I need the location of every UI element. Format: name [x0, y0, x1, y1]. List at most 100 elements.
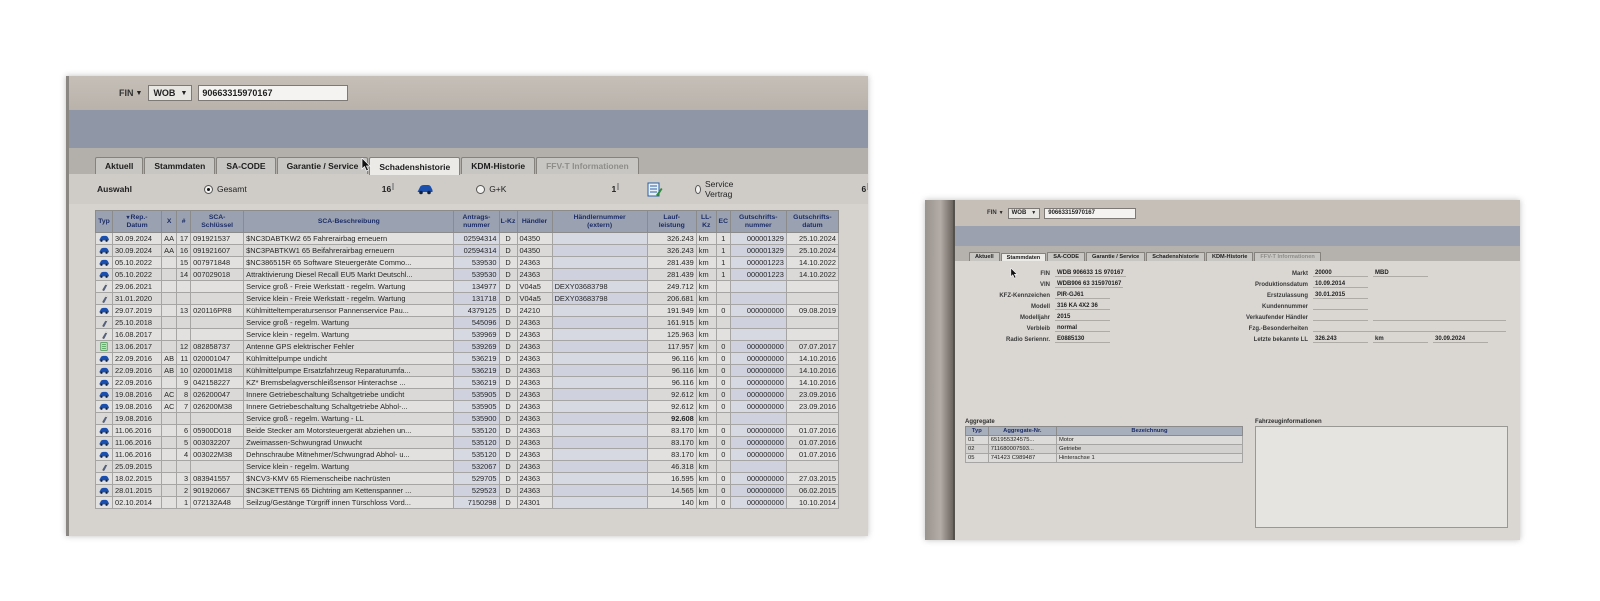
tab-garantie-service[interactable]: Garantie / Service [276, 157, 369, 174]
field-value[interactable]: E0885130 [1055, 336, 1110, 343]
field-value[interactable] [1373, 314, 1506, 321]
cell-antrags-nummer: 529705 [453, 472, 500, 485]
cell-gutschrifts-datum: 10.10.2014 [785, 496, 840, 509]
fin-input[interactable]: 90663315970167 [198, 85, 349, 101]
table-row[interactable]: 13.06.2017 12 082858737 Antenne GPS elektri… [94, 340, 840, 353]
column-header-h-ndler[interactable]: Händler [516, 210, 553, 233]
cell-l-kz: D [498, 280, 518, 293]
column-header-ec[interactable]: EC [715, 210, 731, 233]
tab-aktuell[interactable]: Aktuell [969, 252, 1000, 261]
typ-cell [94, 400, 114, 413]
column-header-lauf-leistung[interactable]: Lauf- leistung [646, 210, 697, 233]
table-row[interactable]: 29.06.2021 Service groß - Freie Werkstatt… [94, 280, 840, 293]
cell-h-ndler: 24301 [516, 496, 553, 509]
cell-: 1 [176, 496, 192, 509]
table-row[interactable]: 19.08.2016 AC 8 026200047 Innere Getriebesch… [94, 388, 840, 401]
table-row[interactable]: 11.06.2016 5 003032207 Zweimassen-Schwungra… [94, 436, 840, 449]
table-row[interactable]: 11.06.2016 4 003022M38 Dehnschraube Mitnehm… [94, 448, 840, 461]
cell-gutschrifts-nummer: 000000000 [729, 364, 787, 377]
column-header-h-ndlernummer-extern[interactable]: Händlernummer (extern) [551, 210, 648, 233]
field-value[interactable]: WDB 906633 1S 970167 [1055, 270, 1126, 277]
fin-dropdown[interactable]: FIN ▼ [987, 210, 1004, 216]
cell- [176, 460, 192, 473]
wrench-icon [101, 414, 107, 423]
column-header-l-kz[interactable]: L-Kz [498, 210, 518, 233]
car-filter-icon[interactable] [416, 182, 434, 196]
column-header-gutschrifts-datum[interactable]: Gutschrifts- datum [785, 210, 840, 233]
field-value[interactable] [1313, 325, 1506, 332]
field-value[interactable]: PIR-GJ61 [1055, 292, 1110, 299]
table-row[interactable]: 29.07.2019 13 020116PR8 Kühlmitteltemperatu… [94, 304, 840, 317]
column-header-rep-datum[interactable]: ▾Rep.- Datum [112, 210, 163, 233]
fin-input[interactable]: 90663315970167 [1044, 207, 1137, 219]
column-header-sca-beschreibung[interactable]: SCA-Beschreibung [243, 210, 455, 233]
table-row[interactable]: 22.09.2016 AB 11 020001047 Kühlmittelpumpe u… [94, 352, 840, 365]
table-row[interactable]: 22.09.2016 AB 10 020001M18 Kühlmittelpumpe E… [94, 364, 840, 377]
column-header-[interactable]: # [176, 210, 192, 233]
aggregate-column-aggregate-nr[interactable]: Aggregate-Nr. [987, 426, 1057, 436]
column-header-x[interactable]: X [161, 210, 178, 233]
report-list-icon[interactable] [647, 182, 663, 197]
table-row[interactable]: 30.09.2024 AA 17 091921537 $NC3DABTKW2 65 Fa… [94, 232, 840, 245]
radio-gesamt[interactable]: Gesamt [203, 184, 247, 194]
table-row[interactable]: 31.01.2020 Service klein - Freie Werkstat… [94, 292, 840, 305]
tab-stammdaten[interactable]: Stammdaten [144, 157, 216, 174]
field-value[interactable]: normal [1055, 325, 1110, 332]
cell-x: AB [161, 352, 178, 365]
column-header-antrags-nummer[interactable]: Antrags- nummer [453, 210, 500, 233]
cell-sca-schl-ssel: 091921607 [190, 244, 245, 257]
field-value[interactable]: MBD [1373, 270, 1428, 277]
tab-sa-code[interactable]: SA-CODE [1047, 252, 1086, 261]
cell-ec: 0 [715, 484, 731, 497]
tab-garantie-service[interactable]: Garantie / Service [1086, 252, 1146, 261]
table-row[interactable]: 05.10.2022 15 007971848 $NC386515R 65 Softw… [94, 256, 840, 269]
table-row[interactable]: 19.08.2016 AC 7 026200M38 Innere Getriebesch… [94, 400, 840, 413]
cell-ec [715, 280, 731, 293]
field-value[interactable]: 30.09.2024 [1433, 336, 1488, 343]
fahrzeuginformationen-box[interactable] [1255, 426, 1508, 528]
field-value[interactable]: km [1373, 336, 1428, 343]
table-row[interactable]: 16.08.2017 Service klein - regelm. Wartun… [94, 328, 840, 341]
aggregate-column-typ[interactable]: Typ [965, 426, 989, 436]
aggregate-row[interactable]: 01 651955324575... Motor [965, 435, 1244, 445]
fin-dropdown[interactable]: FIN ▼ [119, 88, 142, 98]
tab-kdm-historie[interactable]: KDM-Historie [461, 157, 536, 174]
field-value[interactable]: 326.243 [1313, 336, 1368, 343]
field-value[interactable] [1313, 314, 1368, 321]
tab-sa-code[interactable]: SA-CODE [216, 157, 276, 174]
table-row[interactable]: 18.02.2015 3 083941557 $NCV3-KMV 65 Riemens… [94, 472, 840, 485]
column-header-gutschrifts-nummer[interactable]: Gutschrifts- nummer [729, 210, 787, 233]
column-header-ll-kz[interactable]: LL- Kz [695, 210, 717, 233]
table-row[interactable]: 02.10.2014 1 072132A48 Seilzug/Gestänge Tür… [94, 496, 840, 509]
table-row[interactable]: 25.09.2015 Service klein - regelm. Wartun… [94, 460, 840, 473]
table-row[interactable]: 30.09.2024 AA 16 091921607 $NC3PABTKW1 65 Be… [94, 244, 840, 257]
field-value[interactable]: 20000 [1313, 270, 1368, 277]
field-value[interactable]: 316 KA 4X2 36 [1055, 303, 1110, 310]
cell-rep-datum: 19.08.2016 [112, 412, 163, 425]
tab-stammdaten[interactable]: Stammdaten [1000, 253, 1047, 262]
aggregate-row[interactable]: 05 741423 C989487 Hinterachse 1 [965, 453, 1244, 463]
table-row[interactable]: 19.08.2016 Service groß - regelm. Wartung… [94, 412, 840, 425]
field-value[interactable]: 30.01.2015 [1313, 292, 1368, 299]
region-dropdown[interactable]: WOB ▼ [148, 85, 193, 101]
field-value[interactable] [1313, 303, 1368, 310]
field-value[interactable]: 2015 [1055, 314, 1110, 321]
table-row[interactable]: 25.10.2018 Service groß - regelm. Wartung… [94, 316, 840, 329]
field-value[interactable]: 10.09.2014 [1313, 281, 1368, 288]
tab-kdm-historie[interactable]: KDM-Historie [1205, 252, 1254, 261]
column-header-sca-schl-ssel[interactable]: SCA- Schlüssel [190, 210, 245, 233]
aggregate-column-bezeichnung[interactable]: Bezeichnung [1055, 426, 1244, 436]
region-dropdown[interactable]: WOB ▼ [1007, 207, 1041, 219]
tab-schadenshistorie[interactable]: Schadenshistorie [369, 157, 461, 175]
radio-service-vertrag[interactable]: Service Vertrag [695, 179, 736, 199]
field-value[interactable]: WDB906 63 315970167 [1055, 281, 1124, 288]
table-row[interactable]: 22.09.2016 9 042158227 KZ* Bremsbelagversch… [94, 376, 840, 389]
table-row[interactable]: 28.01.2015 2 901920667 $NC3KETTENS 65 Dicht… [94, 484, 840, 497]
radio-gk[interactable]: G+K [476, 184, 506, 194]
table-row[interactable]: 11.06.2016 6 05900D018 Beide Stecker am Mot… [94, 424, 840, 437]
aggregate-row[interactable]: 02 711680007593... Getriebe [965, 444, 1244, 454]
tab-aktuell[interactable]: Aktuell [95, 157, 144, 174]
table-row[interactable]: 05.10.2022 14 007029018 Attraktivierung Die… [94, 268, 840, 281]
column-header-typ[interactable]: Typ [94, 210, 114, 233]
tab-schadenshistorie[interactable]: Schadenshistorie [1146, 252, 1205, 261]
